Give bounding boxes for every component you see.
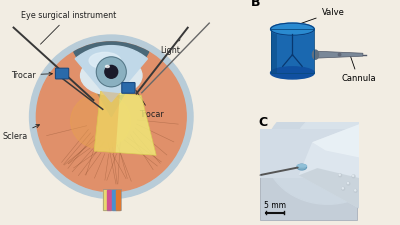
- Text: Sclera: Sclera: [2, 125, 40, 141]
- Circle shape: [355, 190, 356, 191]
- Bar: [260, 129, 357, 178]
- Text: Cannula: Cannula: [341, 56, 376, 83]
- Polygon shape: [94, 91, 120, 153]
- Circle shape: [353, 175, 354, 176]
- Circle shape: [339, 174, 340, 175]
- Wedge shape: [74, 42, 149, 117]
- Ellipse shape: [270, 67, 314, 79]
- Circle shape: [342, 187, 344, 190]
- Bar: [270, 29, 314, 73]
- Circle shape: [342, 188, 343, 189]
- Bar: [270, 29, 314, 73]
- Text: Valve: Valve: [301, 8, 344, 23]
- Text: C: C: [258, 116, 268, 129]
- Ellipse shape: [270, 23, 314, 35]
- Bar: [260, 129, 357, 220]
- Text: 5 mm: 5 mm: [264, 201, 286, 210]
- Ellipse shape: [297, 165, 306, 167]
- Ellipse shape: [297, 111, 380, 173]
- Bar: [112, 189, 116, 210]
- Polygon shape: [312, 124, 361, 158]
- Ellipse shape: [106, 65, 109, 68]
- Polygon shape: [299, 168, 361, 209]
- Ellipse shape: [298, 165, 306, 169]
- Ellipse shape: [312, 50, 318, 59]
- Text: B: B: [251, 0, 261, 9]
- Ellipse shape: [80, 56, 142, 95]
- FancyBboxPatch shape: [122, 83, 135, 93]
- Bar: [116, 189, 120, 210]
- Ellipse shape: [266, 101, 390, 204]
- Circle shape: [96, 57, 126, 87]
- Ellipse shape: [89, 52, 120, 69]
- Circle shape: [338, 54, 341, 56]
- Circle shape: [36, 42, 186, 192]
- Bar: [270, 29, 277, 73]
- Text: Eye surgical instrument: Eye surgical instrument: [21, 11, 116, 44]
- Text: Light: Light: [160, 40, 180, 55]
- Circle shape: [354, 189, 357, 192]
- Polygon shape: [318, 51, 363, 58]
- Ellipse shape: [297, 164, 306, 170]
- Text: Trocar: Trocar: [136, 90, 164, 119]
- FancyBboxPatch shape: [56, 68, 69, 79]
- Bar: [108, 189, 111, 210]
- Wedge shape: [75, 46, 147, 102]
- Circle shape: [30, 35, 193, 198]
- Circle shape: [347, 182, 350, 185]
- Polygon shape: [299, 124, 361, 209]
- Bar: [103, 189, 121, 210]
- Text: Trocar: Trocar: [11, 71, 52, 80]
- Polygon shape: [94, 91, 156, 155]
- Circle shape: [105, 65, 118, 78]
- Ellipse shape: [71, 93, 130, 149]
- Circle shape: [339, 174, 342, 177]
- Bar: [103, 189, 107, 210]
- Circle shape: [352, 175, 355, 178]
